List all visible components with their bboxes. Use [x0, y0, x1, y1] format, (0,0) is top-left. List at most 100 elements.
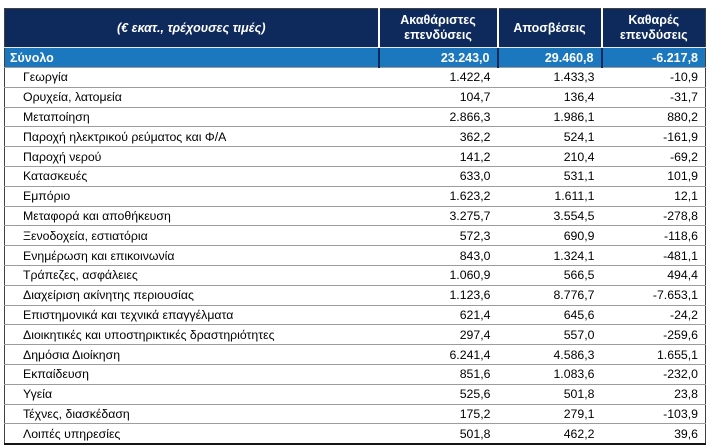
cell-value: 1.324,1: [497, 245, 602, 266]
cell-value: 557,0: [497, 324, 602, 345]
cell-value: 141,2: [378, 146, 498, 167]
cell-value: 101,9: [601, 165, 706, 187]
cell-value: 843,0: [378, 245, 498, 266]
row-label: Γεωργία: [4, 67, 379, 88]
row-label: Εμπόριο: [4, 185, 379, 207]
table-row: Μεταποίηση 2.866,3 1.986,1 880,2: [4, 106, 706, 127]
cell-value: -161,9: [601, 126, 706, 147]
cell-value: -7.653,1: [601, 284, 706, 306]
table-row: Παροχή νερού 141,2 210,4 -69,2: [4, 146, 706, 167]
cell-value: 362,2: [378, 126, 498, 147]
cell-value: 566,5: [497, 264, 602, 286]
cell-value: 1.123,6: [378, 284, 498, 306]
investment-table: (€ εκατ., τρέχουσες τιμές) Ακαθάριστες ε…: [4, 8, 706, 445]
cell-value: 104,7: [378, 86, 498, 108]
row-label: Κατασκευές: [4, 165, 379, 187]
cell-value: 494,4: [601, 264, 706, 286]
row-label: Δημόσια Διοίκηση: [4, 344, 379, 365]
cell-value: 645,6: [497, 304, 602, 325]
cell-value: -278,8: [601, 205, 706, 226]
cell-value: 297,4: [378, 324, 498, 345]
row-label: Τέχνες, διασκέδαση: [4, 403, 379, 424]
cell-value: 572,3: [378, 225, 498, 246]
table-row: Διαχείριση ακίνητης περιουσίας 1.123,6 8.7…: [4, 284, 706, 306]
table-row: Δημόσια Διοίκηση 6.241,4 4.586,3 1.655,1: [4, 344, 706, 365]
cell-value: -31,7: [601, 86, 706, 108]
row-label: Παροχή νερού: [4, 146, 379, 167]
cell-value: 3.554,5: [497, 205, 602, 226]
row-label: Εκπαίδευση: [4, 363, 379, 385]
row-label: Υγεία: [4, 383, 379, 405]
cell-value: 690,9: [497, 225, 602, 246]
cell-value: 175,2: [378, 403, 498, 424]
cell-value: 8.776,7: [497, 284, 602, 306]
row-label: Λοιπές υπηρεσίες: [4, 423, 379, 445]
row-label: Επιστημονικά και τεχνικά επαγγέλματα: [4, 304, 379, 325]
table-row: Υγεία 525,6 501,8 23,8: [4, 383, 706, 405]
table-row: Λοιπές υπηρεσίες 501,8 462,2 39,6: [4, 423, 706, 445]
table-row: Διοικητικές και υποστηρικτικές δραστηριό…: [4, 324, 706, 345]
cell-value: 3.275,7: [378, 205, 498, 226]
table-row: Τέχνες, διασκέδαση 175,2 279,1 -103,9: [4, 403, 706, 424]
row-label: Παροχή ηλεκτρικού ρεύματος και Φ/Α: [4, 126, 379, 147]
row-label: Διαχείριση ακίνητης περιουσίας: [4, 284, 379, 306]
table-row: Παροχή ηλεκτρικού ρεύματος και Φ/Α 362,2 5…: [4, 126, 706, 147]
cell-value: 1.986,1: [497, 106, 602, 127]
column-header-net-investments: Καθαρές επενδύσεις: [600, 8, 706, 48]
cell-value: -24,2: [601, 304, 706, 325]
cell-value: 621,4: [378, 304, 498, 325]
cell-value: -259,6: [601, 324, 706, 345]
cell-value: -69,2: [601, 146, 706, 167]
cell-value: 531,1: [497, 165, 602, 187]
cell-value: 525,6: [378, 383, 498, 405]
row-label: Μεταποίηση: [4, 106, 379, 127]
unit-label: (€ εκατ., τρέχουσες τιμές): [4, 8, 379, 48]
cell-value: -118,6: [601, 225, 706, 246]
cell-value: 1.611,1: [497, 185, 602, 207]
total-row-label: Σύνολο: [4, 47, 379, 68]
cell-value: 501,8: [378, 423, 498, 445]
table-row: Τράπεζες, ασφάλειες 1.060,9 566,5 494,4: [4, 264, 706, 286]
cell-value: -103,9: [601, 403, 706, 424]
table-row: Επιστημονικά και τεχνικά επαγγέλματα 621,…: [4, 304, 706, 325]
total-gross-value: 23.243,0: [377, 47, 498, 68]
table-header-row: (€ εκατ., τρέχουσες τιμές) Ακαθάριστες ε…: [4, 8, 706, 48]
cell-value: -232,0: [601, 363, 706, 385]
table-row: Ξενοδοχεία, εστιατόρια 572,3 690,9 -118,6: [4, 225, 706, 246]
cell-value: 2.866,3: [378, 106, 498, 127]
cell-value: 6.241,4: [378, 344, 498, 365]
column-header-depreciation: Αποσβέσεις: [496, 8, 602, 48]
cell-value: 39,6: [601, 423, 706, 445]
cell-value: 1.655,1: [601, 344, 706, 365]
cell-value: 501,8: [497, 383, 602, 405]
cell-value: 633,0: [378, 165, 498, 187]
total-depreciation-value: 29.460,8: [496, 47, 602, 68]
cell-value: 1.083,6: [497, 363, 602, 385]
table-row: Ορυχεία, λατομεία 104,7 136,4 -31,7: [4, 86, 706, 108]
cell-value: 210,4: [497, 146, 602, 167]
cell-value: -10,9: [601, 67, 706, 88]
row-label: Ξενοδοχεία, εστιατόρια: [4, 225, 379, 246]
table-row: Εκπαίδευση 851,6 1.083,6 -232,0: [4, 363, 706, 385]
table-row: Εμπόριο 1.623,2 1.611,1 12,1: [4, 185, 706, 207]
cell-value: 1.060,9: [378, 264, 498, 286]
cell-value: 136,4: [497, 86, 602, 108]
cell-value: 4.586,3: [497, 344, 602, 365]
cell-value: -481,1: [601, 245, 706, 266]
total-net-value: -6.217,8: [600, 47, 706, 68]
table-row: Γεωργία 1.422,4 1.433,3 -10,9: [4, 67, 706, 88]
cell-value: 279,1: [497, 403, 602, 424]
row-label: Ενημέρωση και επικοινωνία: [4, 245, 379, 266]
cell-value: 1.422,4: [378, 67, 498, 88]
total-row: Σύνολο 23.243,0 29.460,8 -6.217,8: [4, 47, 706, 68]
cell-value: 23,8: [601, 383, 706, 405]
table-row: Μεταφορά και αποθήκευση 3.275,7 3.554,5 -27…: [4, 205, 706, 226]
investment-table-container: (€ εκατ., τρέχουσες τιμές) Ακαθάριστες ε…: [4, 8, 706, 445]
cell-value: 12,1: [601, 185, 706, 207]
cell-value: 1.623,2: [378, 185, 498, 207]
table-row: Κατασκευές 633,0 531,1 101,9: [4, 165, 706, 187]
cell-value: 462,2: [497, 423, 602, 445]
cell-value: 851,6: [378, 363, 498, 385]
cell-value: 1.433,3: [497, 67, 602, 88]
row-label: Τράπεζες, ασφάλειες: [4, 264, 379, 286]
